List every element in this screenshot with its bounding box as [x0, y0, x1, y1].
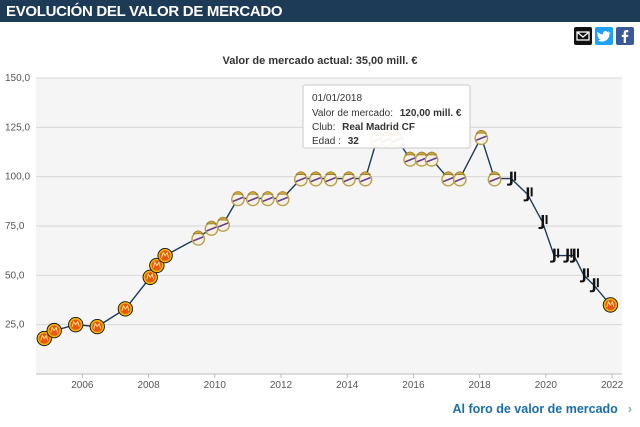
forum-link-label: Al foro de valor de mercado	[452, 402, 618, 416]
y-tick-label: 25,0	[5, 320, 25, 331]
data-point[interactable]	[579, 268, 589, 283]
tooltip-age: 32	[348, 136, 360, 147]
y-tick-label: 75,0	[5, 221, 25, 232]
chevron-right-icon: ›	[627, 402, 632, 416]
tooltip-value: 120,00 mill. €	[400, 108, 462, 119]
data-point[interactable]	[216, 216, 230, 232]
y-tick-label: 100,0	[5, 172, 30, 183]
data-point[interactable]	[550, 248, 560, 263]
data-point[interactable]	[474, 129, 489, 146]
x-tick-label: 2012	[270, 380, 293, 390]
data-point[interactable]	[68, 317, 84, 333]
data-point[interactable]	[89, 318, 105, 335]
data-point[interactable]	[602, 297, 619, 313]
data-point[interactable]	[157, 247, 173, 264]
data-point[interactable]	[563, 248, 573, 263]
x-tick-label: 2006	[71, 380, 94, 390]
x-tick-label: 2008	[137, 380, 160, 390]
y-tick-label: 50,0	[5, 270, 25, 281]
tooltip-value-row: Valor de mercado: 120,00 mill. €	[312, 108, 462, 119]
data-point[interactable]	[191, 230, 206, 246]
tooltip-age-label: Edad :	[312, 136, 341, 147]
tooltip-box	[302, 84, 471, 149]
x-tick-label: 2020	[535, 380, 558, 390]
current-market-value: Valor de mercado actual: 35,00 mill. €	[222, 55, 418, 67]
tooltip-value-label: Valor de mercado:	[312, 108, 393, 119]
data-point[interactable]	[231, 191, 245, 207]
data-point[interactable]	[441, 171, 456, 187]
tooltip-club: Real Madrid CF	[342, 122, 415, 133]
data-point[interactable]	[507, 171, 517, 186]
data-point[interactable]	[293, 171, 308, 187]
data-point[interactable]	[403, 151, 418, 167]
data-point[interactable]	[245, 191, 260, 207]
data-point[interactable]	[323, 171, 338, 187]
tooltip-club-label: Club:	[312, 122, 335, 133]
section-title: Evolución del valor de mercado	[6, 3, 283, 20]
y-tick-label: 125,0	[5, 122, 30, 133]
market-value-chart: 25,0 50,0 75,0 100,0 125,0 150,0 2006 2008 2010…	[5, 73, 624, 390]
tooltip-age-row: Edad : 32	[312, 136, 359, 147]
data-point[interactable]	[341, 171, 356, 187]
x-tick-label: 2022	[601, 380, 624, 390]
data-point[interactable]	[204, 220, 219, 236]
data-point[interactable]	[424, 151, 439, 167]
data-point[interactable]	[260, 191, 275, 207]
twitter-share-button[interactable]	[595, 27, 613, 45]
facebook-share-button[interactable]	[616, 27, 634, 45]
twitter-icon	[597, 31, 611, 42]
x-axis: 2006 2008 2010 2012 2014 2016 2018 2020 2022	[71, 374, 624, 390]
facebook-icon	[621, 30, 629, 43]
x-tick-label: 2016	[402, 380, 425, 390]
data-point[interactable]	[538, 215, 548, 230]
y-tick-label: 150,0	[5, 73, 30, 84]
tooltip-date: 01/01/2018	[312, 93, 362, 104]
data-point[interactable]	[569, 248, 579, 263]
data-point[interactable]	[149, 257, 165, 274]
x-tick-label: 2018	[469, 380, 492, 390]
data-point[interactable]	[308, 171, 323, 187]
data-point[interactable]	[46, 322, 62, 339]
y-axis: 25,0 50,0 75,0 100,0 125,0 150,0	[5, 73, 30, 331]
data-point[interactable]	[523, 187, 533, 202]
data-point[interactable]	[142, 269, 158, 285]
tooltip-club-row: Club: Real Madrid CF	[312, 122, 415, 133]
x-tick-label: 2010	[204, 380, 227, 390]
data-point[interactable]	[358, 171, 373, 187]
data-point[interactable]	[487, 171, 502, 187]
tooltip: 01/01/2018 Valor de mercado: 120,00 mill…	[302, 84, 471, 149]
data-point[interactable]	[275, 191, 290, 207]
data-point[interactable]	[589, 278, 599, 293]
x-tick-label: 2014	[336, 380, 359, 390]
data-point[interactable]	[36, 330, 52, 347]
section-header: Evolución del valor de mercado	[0, 0, 640, 22]
email-share-button[interactable]	[574, 27, 592, 45]
market-value-forum-link[interactable]: Al foro de valor de mercado ›	[453, 402, 633, 416]
data-point[interactable]	[117, 301, 134, 317]
email-icon	[576, 31, 590, 41]
data-point[interactable]	[452, 171, 467, 187]
